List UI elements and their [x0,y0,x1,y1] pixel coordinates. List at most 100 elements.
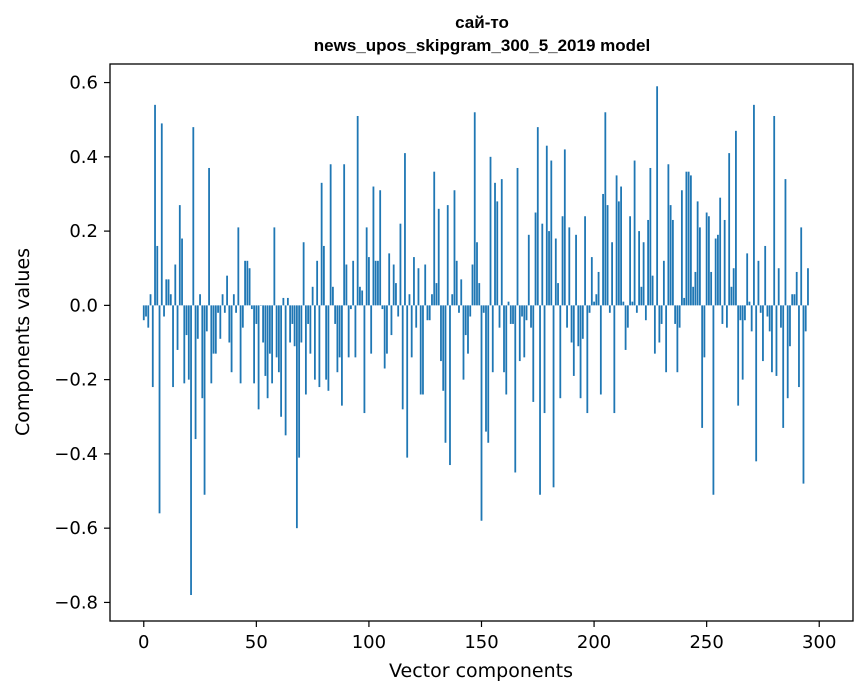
bar [307,305,310,324]
bar [408,294,411,306]
bar [746,253,749,306]
bar [717,234,719,306]
bar [250,305,253,310]
bar [563,149,566,306]
chart-subtitle: news_upos_skipgram_300_5_2019 model [314,36,650,55]
bar [647,219,650,306]
bar [313,305,316,380]
bar [205,305,208,332]
bar [597,271,600,306]
bar [723,219,726,306]
plot-frame [109,63,854,622]
bar [223,305,226,313]
bar [696,201,699,306]
bar [289,305,292,343]
bar [446,205,449,306]
bar [410,305,413,358]
bar [255,305,258,324]
bar [212,305,215,354]
bar [363,305,366,414]
bar [545,145,548,306]
bar [665,305,668,373]
bar [374,260,377,306]
bar [726,305,728,328]
bar [341,305,343,406]
bar [235,305,237,313]
bar [392,264,395,306]
y-tick-label: 0.0 [69,295,98,316]
bar [552,305,555,488]
bar [523,305,526,358]
bar [732,268,735,306]
bar [440,305,442,362]
bar [248,268,251,306]
bar [608,305,611,313]
bar [370,305,373,354]
bar [791,294,794,306]
bar [469,305,472,317]
bar [201,305,204,399]
bar [437,208,440,306]
bar [557,283,559,306]
y-tick-label: 0.4 [69,147,98,168]
bar [744,305,746,321]
bar [217,305,219,313]
bar [284,305,287,436]
bar [156,245,159,306]
bar [266,305,269,399]
bar [428,305,431,321]
bar [699,227,701,306]
bar [368,257,370,306]
bar [735,130,737,306]
bar [629,216,631,306]
bar [343,164,346,306]
bar [622,301,625,306]
bar [422,305,424,395]
bar [807,268,809,306]
bar [228,305,231,343]
bar [142,305,145,321]
bar [759,305,762,313]
bar [203,305,206,495]
bar [352,260,355,306]
bar [183,305,186,384]
bar [804,305,807,332]
y-tick-label: 0.2 [69,221,98,242]
bar [521,305,523,317]
bar [667,164,670,306]
bar [273,227,276,306]
bar [291,305,294,324]
bar [377,260,379,306]
bar [719,197,722,306]
bar [489,156,492,306]
bar [584,216,586,306]
bar [169,294,172,306]
bar [230,305,233,373]
bar [559,305,562,399]
bar [350,305,352,310]
bar [424,264,427,306]
bar [678,305,681,328]
bar [383,305,386,369]
bar [167,279,170,306]
bar [581,305,584,339]
bar [271,305,274,384]
bar [399,223,402,306]
bar [548,231,550,306]
bar [708,216,710,306]
bar [332,286,334,306]
bar [640,286,643,306]
bar [550,160,553,306]
bar [345,264,348,306]
bar [494,182,496,306]
bar [181,238,183,306]
bar [512,305,514,324]
x-tick-label: 150 [464,632,498,653]
bar [210,305,213,384]
bar [336,305,339,373]
bar [455,260,458,306]
bar [379,190,382,306]
bar [656,86,659,306]
bar [588,305,591,313]
